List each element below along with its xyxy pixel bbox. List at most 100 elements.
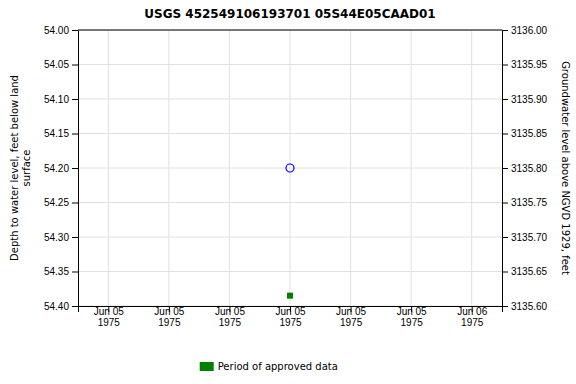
grid-line-x [229,30,230,306]
grid-line-x [350,30,351,306]
text-line: 1975 [461,317,484,328]
y2-tick-mark [502,272,508,273]
plot-area: Jun 051975Jun 051975Jun 051975Jun 051975… [44,25,548,328]
legend-label: Period of approved data [218,361,338,372]
y-tick: 54.10 [44,94,78,105]
text-line: Jun 05 [154,306,184,317]
y-tick-mark [72,306,78,307]
y2-tick-label: 3136.00 [511,25,548,36]
y2-tick-label: 3135.70 [511,232,548,243]
y2-axis-title: Groundwater level above NGVD 1929, feet [560,61,571,275]
y2-tick-label: 3135.60 [511,301,548,312]
y2-tick: 3135.75 [502,197,548,208]
y2-tick-label: 3135.90 [511,94,548,105]
text-line: 1975 [158,317,181,328]
x-tick-label: Jun 051975 [336,306,366,328]
y-tick-mark [72,65,78,66]
y2-tick-label: 3135.95 [511,59,548,70]
y2-tick: 3135.65 [502,266,548,277]
y-tick-label: 54.05 [44,59,69,70]
series [287,293,293,299]
y-axis-title: Depth to water level, feet below landsur… [9,75,32,261]
grid [78,30,502,306]
y-axis-line [72,31,79,307]
y-tick-mark [72,134,78,135]
x-tick: Jun 051975 [154,306,184,328]
y-tick-label: 54.10 [44,94,69,105]
y-tick: 54.05 [44,59,78,70]
text-line: Jun 05 [336,306,366,317]
y-tick-label: 54.30 [44,232,69,243]
marks [286,164,294,299]
y2-tick-mark [502,306,508,307]
legend-item: Period of approved data [200,361,338,372]
series [286,164,294,172]
y2-tick-label: 3135.75 [511,197,548,208]
x-tick: Jun 051975 [215,306,245,328]
y2-tick-label: 3135.85 [511,128,548,139]
y2-tick-label: 3135.80 [511,163,548,174]
grid-line-x [108,30,109,306]
plot-frame-top [78,30,502,31]
y2-tick: 3135.70 [502,232,548,243]
y2-tick: 3135.80 [502,163,548,174]
grid-line-x [290,30,291,306]
circle-marker [286,164,294,172]
grid-line-x [168,30,169,306]
chart: Jun 051975Jun 051975Jun 051975Jun 051975… [0,0,576,384]
y-tick-mark [72,203,78,204]
y2-tick-mark [502,168,508,169]
text-line: 1975 [219,317,242,328]
y-tick-label: 54.20 [44,163,69,174]
y2-tick-mark [502,65,508,66]
y-tick-label: 54.15 [44,128,69,139]
text-line: 1975 [401,317,424,328]
square-marker [287,293,293,299]
y2-tick: 3135.85 [502,128,548,139]
text-line: Jun 06 [457,306,487,317]
grid-line-x [471,30,472,306]
x-tick-label: Jun 051975 [215,306,245,328]
y-tick-mark [72,272,78,273]
text-line: surface [21,150,32,187]
text-line: Depth to water level, feet below land [9,75,20,261]
x-tick-label: Jun 051975 [397,306,427,328]
text-line: 1975 [279,317,302,328]
y-tick-mark [72,30,78,31]
y-tick-label: 54.25 [44,197,69,208]
x-axis: Jun 051975Jun 051975Jun 051975Jun 051975… [79,306,503,328]
x-tick: Jun 051975 [275,306,305,328]
y2-axis: 3136.00 3135.95 3135.90 3135.85 3135.80 3135.… [502,25,548,312]
y-tick: 54.35 [44,266,78,277]
y2-tick-mark [502,134,508,135]
text-line: Jun 05 [215,306,245,317]
y-tick: 54.30 [44,232,78,243]
y-tick: 54.20 [44,163,78,174]
text-line: Groundwater level above NGVD 1929, feet [560,61,571,275]
y2-axis-line [503,31,509,307]
x-tick-label: Jun 051975 [275,306,305,328]
y2-tick-mark [502,203,508,204]
y-tick-label: 54.35 [44,266,69,277]
y-tick: 54.40 [44,301,78,312]
y-tick: 54.25 [44,197,78,208]
text-line: 1975 [340,317,363,328]
legend-swatch [200,362,214,371]
y2-tick-mark [502,99,508,100]
y-tick: 54.00 [44,25,78,36]
y-tick-label: 54.00 [44,25,69,36]
x-tick-label: Jun 061975 [457,306,487,328]
y-axis: 54.00 54.05 54.10 54.15 54.20 54.25 54.30 54.35… [44,25,79,312]
title: USGS 452549106193701 05S44E05CAAD01 [144,7,435,21]
x-tick-label: Jun 051975 [94,306,124,328]
text-line: Jun 05 [397,306,427,317]
y2-tick: 3136.00 [502,25,548,36]
x-tick: Jun 051975 [336,306,366,328]
x-tick: Jun 051975 [94,306,124,328]
y-tick-mark [72,99,78,100]
y-tick-mark [72,168,78,169]
y-tick: 54.15 [44,128,78,139]
y2-tick-label: 3135.65 [511,266,548,277]
text-line: 1975 [98,317,121,328]
x-tick: Jun 051975 [397,306,427,328]
